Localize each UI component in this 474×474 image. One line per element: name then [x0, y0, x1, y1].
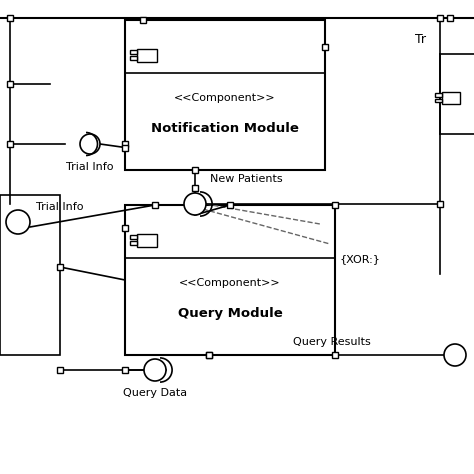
- Text: Trial Info: Trial Info: [66, 162, 114, 172]
- Bar: [125, 205, 335, 355]
- Bar: [192, 185, 198, 191]
- Text: {XOR:}: {XOR:}: [340, 254, 381, 264]
- Bar: [130, 236, 137, 239]
- Bar: [152, 202, 158, 208]
- Text: Notification Module: Notification Module: [151, 121, 299, 135]
- Bar: [137, 235, 156, 247]
- Bar: [57, 264, 63, 270]
- Text: Query Module: Query Module: [178, 307, 283, 319]
- Text: Trial Info: Trial Info: [36, 202, 83, 212]
- Bar: [437, 201, 443, 207]
- Bar: [436, 93, 442, 97]
- Bar: [192, 167, 198, 173]
- Circle shape: [184, 193, 206, 215]
- Circle shape: [444, 344, 466, 366]
- Bar: [442, 92, 460, 104]
- Bar: [0, 195, 60, 355]
- Bar: [332, 202, 338, 208]
- Bar: [206, 352, 212, 358]
- Bar: [206, 352, 212, 358]
- Circle shape: [144, 359, 166, 381]
- Text: Query Results: Query Results: [293, 337, 371, 347]
- Bar: [7, 15, 13, 21]
- Bar: [130, 50, 137, 55]
- Circle shape: [80, 134, 100, 154]
- Text: New Patients: New Patients: [210, 174, 283, 184]
- Bar: [437, 15, 443, 21]
- Bar: [57, 367, 63, 373]
- Bar: [7, 81, 13, 87]
- Bar: [227, 202, 233, 208]
- Bar: [7, 141, 13, 147]
- Text: Query Data: Query Data: [123, 388, 187, 398]
- Circle shape: [6, 210, 30, 234]
- Bar: [122, 145, 128, 151]
- Bar: [322, 44, 328, 50]
- Text: Tr: Tr: [415, 33, 426, 46]
- Bar: [130, 241, 137, 246]
- Bar: [125, 20, 325, 170]
- Text: <<Component>>: <<Component>>: [174, 93, 276, 103]
- Bar: [122, 225, 128, 230]
- Bar: [137, 49, 156, 62]
- Bar: [447, 15, 453, 21]
- Bar: [332, 352, 338, 358]
- Bar: [130, 56, 137, 60]
- Bar: [122, 367, 128, 373]
- Bar: [140, 17, 146, 23]
- Text: <<Component>>: <<Component>>: [179, 278, 281, 288]
- Bar: [436, 99, 442, 102]
- Bar: [122, 141, 128, 147]
